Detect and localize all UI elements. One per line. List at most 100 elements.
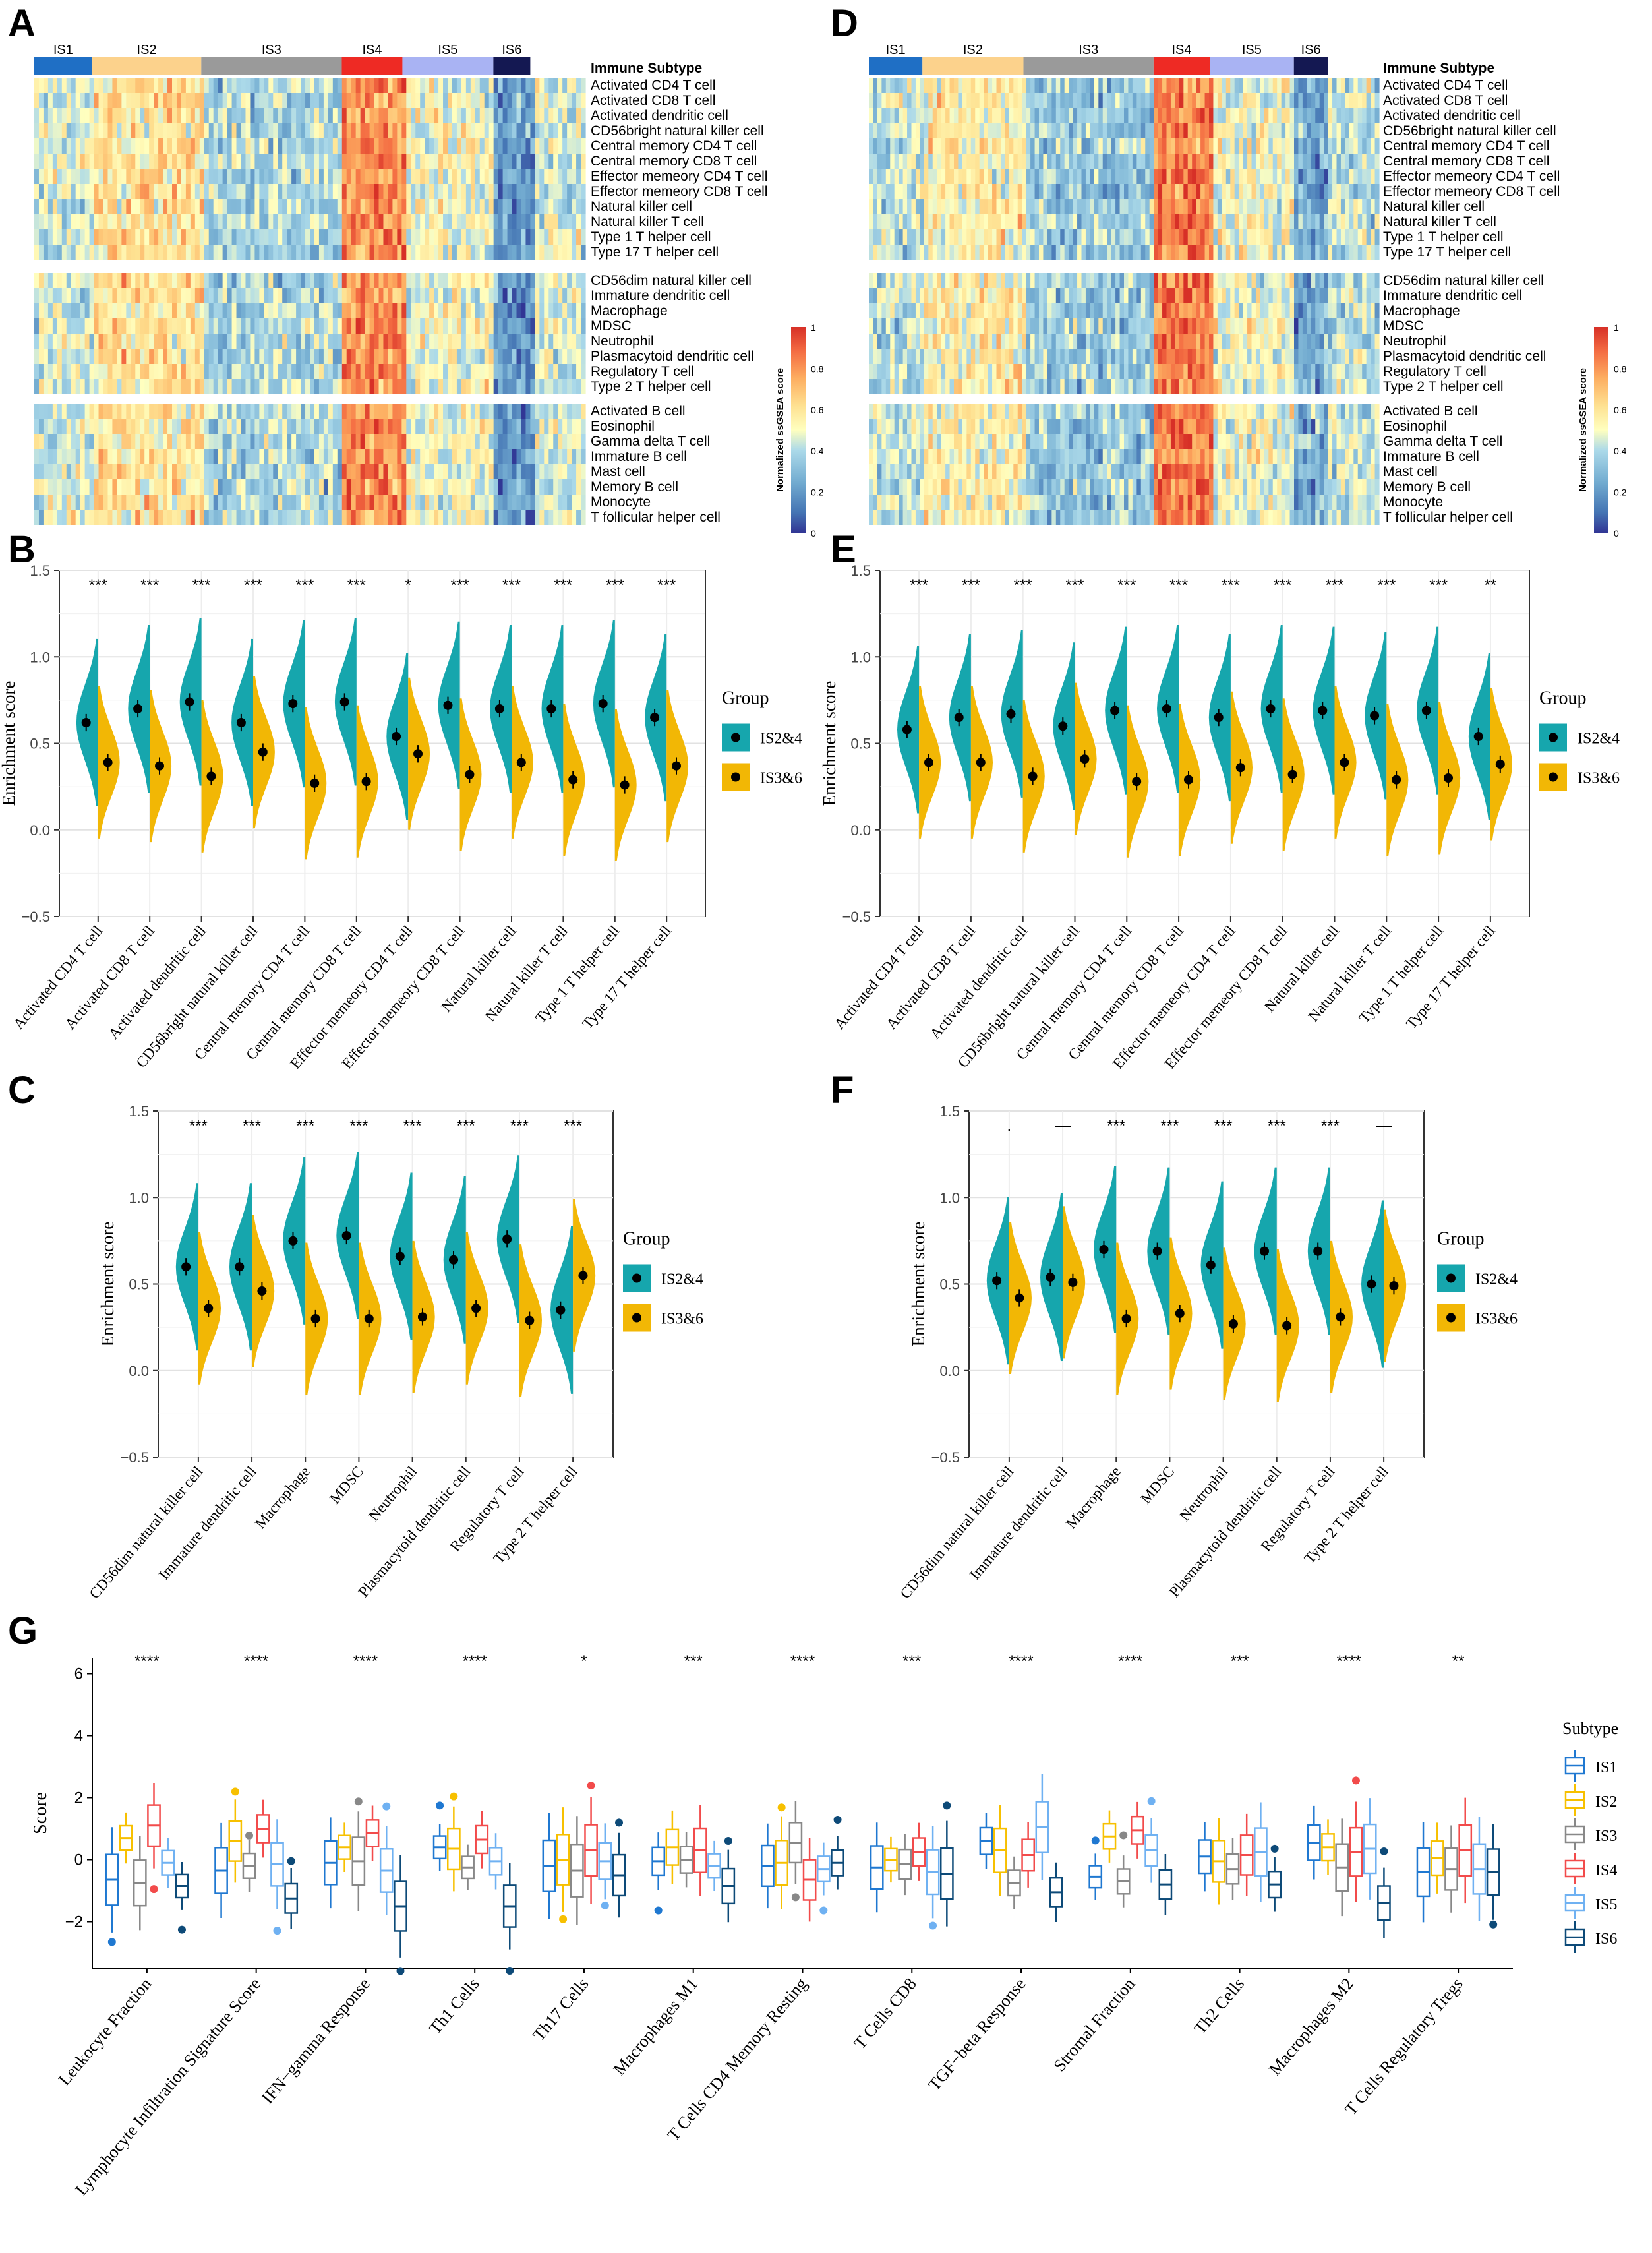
heatmap-cell <box>1234 273 1239 288</box>
heatmap-cell <box>415 464 421 479</box>
heatmap-cell <box>218 434 223 449</box>
heatmap-cell <box>310 379 315 394</box>
heatmap-cell <box>553 364 558 379</box>
heatmap-cell <box>521 334 527 349</box>
heatmap-cell <box>1277 214 1282 229</box>
heatmap-cell <box>98 434 104 449</box>
heatmap-cell <box>199 349 205 364</box>
heatmap-cell <box>1315 169 1320 184</box>
heatmap-cell <box>213 245 219 260</box>
heatmap-cell <box>250 93 255 108</box>
heatmap-cell <box>1149 273 1154 288</box>
heatmap-cell <box>47 495 53 510</box>
heatmap-cell <box>539 123 545 138</box>
heatmap-cell <box>1255 214 1260 229</box>
heatmap-cell <box>920 93 925 108</box>
heatmap-cell <box>158 214 163 229</box>
heatmap-cell <box>902 199 908 214</box>
heatmap-cell <box>1264 184 1269 199</box>
heatmap-cell <box>544 434 549 449</box>
heatmap-cell <box>103 229 109 245</box>
heatmap-cell <box>355 364 361 379</box>
heatmap-cell <box>222 364 228 379</box>
heatmap-cell <box>1349 229 1354 245</box>
heatmap-cell <box>1374 93 1380 108</box>
heatmap-cell <box>420 169 425 184</box>
heatmap-cell <box>346 464 352 479</box>
heatmap-cell <box>924 273 929 288</box>
heatmap-cell <box>80 229 86 245</box>
heatmap-cell <box>318 93 324 108</box>
heatmap-cell <box>52 138 58 154</box>
heatmap-cell <box>158 184 163 199</box>
subtype-label: IS6 <box>1301 43 1321 57</box>
heatmap-cell <box>163 349 168 364</box>
heatmap-cell <box>140 364 145 379</box>
heatmap-cell <box>1094 93 1099 108</box>
heatmap-cell <box>521 349 527 364</box>
heatmap-cell <box>581 404 586 419</box>
heatmap-cell <box>250 419 255 434</box>
heatmap-cell <box>301 245 306 260</box>
heatmap-cell <box>572 479 577 495</box>
heatmap-cell <box>461 334 467 349</box>
heatmap-cell <box>208 510 214 525</box>
heatmap-cell <box>1328 154 1333 169</box>
heatmap-cell <box>429 169 434 184</box>
heatmap-cell <box>341 479 347 495</box>
heatmap-cell <box>254 93 260 108</box>
heatmap-cell <box>213 318 219 334</box>
heatmap-cell <box>1090 108 1095 123</box>
heatmap-cell <box>530 364 535 379</box>
heatmap-cell <box>1324 214 1329 229</box>
heatmap-cell <box>890 229 895 245</box>
heatmap-cell <box>1069 108 1074 123</box>
heatmap-cell <box>516 184 522 199</box>
heatmap-cell <box>544 108 549 123</box>
heatmap-cell <box>1060 138 1065 154</box>
heatmap-cell <box>1064 273 1069 288</box>
heatmap-cell <box>885 138 891 154</box>
heatmap-cell <box>1281 93 1286 108</box>
heatmap-cell <box>264 495 269 510</box>
heatmap-cell <box>259 214 264 229</box>
heatmap-cell <box>310 464 315 479</box>
heatmap-cell <box>167 273 173 288</box>
heatmap-cell <box>80 184 86 199</box>
heatmap-cell <box>1149 154 1154 169</box>
heatmap-cell <box>273 419 278 434</box>
heatmap-cell <box>1132 169 1137 184</box>
heatmap-cell <box>84 434 90 449</box>
heatmap-cell <box>337 273 343 288</box>
heatmap-cell <box>877 78 882 93</box>
heatmap-cell <box>1222 108 1227 123</box>
heatmap-cell <box>231 318 237 334</box>
heatmap-cell <box>117 349 122 364</box>
heatmap-cell <box>1319 78 1324 93</box>
heatmap-cell <box>1060 214 1065 229</box>
heatmap-cell <box>351 123 357 138</box>
heatmap-cell <box>318 138 324 154</box>
heatmap-cell <box>420 214 425 229</box>
heatmap-cell <box>576 379 581 394</box>
heatmap-cell <box>194 199 200 214</box>
heatmap-cell <box>937 199 942 214</box>
heatmap-cell <box>429 229 434 245</box>
subtype-bar-is5 <box>1210 57 1294 75</box>
heatmap-cell <box>250 334 255 349</box>
heatmap-cell <box>1102 123 1107 138</box>
heatmap-cell <box>71 334 76 349</box>
heatmap-cell <box>548 154 554 169</box>
heatmap-cell <box>351 349 357 364</box>
heatmap-cell <box>572 349 577 364</box>
heatmap-cell <box>420 288 425 303</box>
heatmap-cell <box>1081 123 1086 138</box>
heatmap-cell <box>516 464 522 479</box>
heatmap-cell <box>992 199 997 214</box>
heatmap-cell <box>1289 123 1295 138</box>
heatmap-cell <box>516 419 522 434</box>
heatmap-cell <box>877 123 882 138</box>
heatmap-cell <box>970 245 976 260</box>
heatmap-cell <box>576 318 581 334</box>
heatmap-cell <box>1217 273 1222 288</box>
